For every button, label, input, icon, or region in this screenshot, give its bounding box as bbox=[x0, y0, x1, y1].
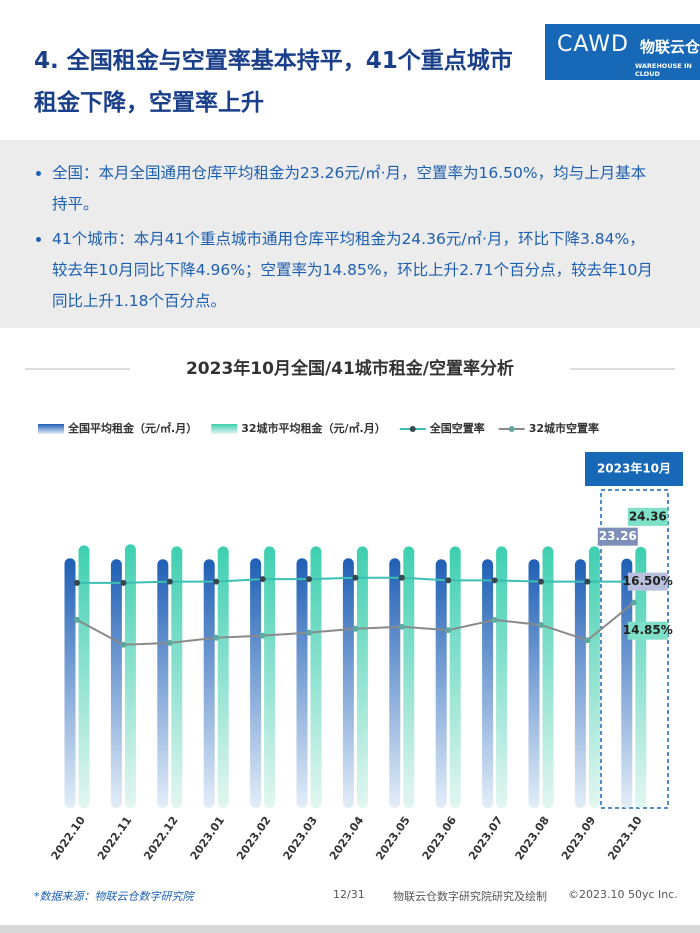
value-label-box bbox=[627, 507, 668, 526]
copyright: ©2023.10 50yc Inc. bbox=[568, 888, 678, 901]
bar bbox=[171, 546, 183, 808]
bar bbox=[342, 558, 354, 808]
line-marker bbox=[491, 577, 498, 584]
bar bbox=[482, 559, 494, 808]
logo-sub: WAREHOUSE IN CLOUD bbox=[635, 62, 692, 78]
source: *数据来源：物联云仓数字研究院 bbox=[34, 890, 194, 903]
bar bbox=[588, 546, 600, 808]
line-marker bbox=[306, 576, 312, 583]
line-marker bbox=[213, 578, 220, 585]
bar bbox=[435, 559, 447, 808]
chart: 2023年10月全国/41城市租金/空置率分析 2023年10月 全国平均租金（… bbox=[25, 358, 683, 863]
legend-label: 全国平均租金（元/㎡.月） bbox=[67, 421, 197, 435]
bottom-bar bbox=[0, 925, 700, 933]
value-label: 14.85% bbox=[623, 623, 673, 637]
line-marker bbox=[306, 629, 312, 636]
page-title: 4. 全国租金与空置率基本持平，41个重点城市租金下降，空置率上升 bbox=[34, 48, 513, 116]
bar bbox=[124, 544, 136, 808]
line-marker bbox=[398, 623, 405, 630]
bar bbox=[574, 559, 586, 808]
x-tick-label: 2023.03 bbox=[281, 814, 320, 863]
legend-label: 32城市空置率 bbox=[529, 421, 599, 435]
bar bbox=[403, 546, 415, 808]
bar bbox=[389, 558, 401, 808]
legend-label: 32城市平均租金（元/㎡.月） bbox=[241, 421, 386, 435]
bar bbox=[496, 546, 508, 808]
bar bbox=[157, 559, 169, 808]
line-marker bbox=[445, 627, 452, 634]
line-marker bbox=[166, 639, 173, 646]
value-label: 16.50% bbox=[623, 574, 673, 588]
x-tick-label: 2022.10 bbox=[49, 814, 89, 863]
value-label: 23.26 bbox=[599, 529, 637, 543]
x-tick-label: 2023.07 bbox=[466, 814, 505, 863]
line-marker bbox=[584, 637, 591, 644]
bar bbox=[203, 559, 215, 808]
bar bbox=[264, 546, 276, 808]
line-marker bbox=[352, 574, 359, 581]
bullet: 41个城市：本月41个重点城市通用仓库平均租金为24.36元/㎡·月，环比下降3… bbox=[52, 224, 660, 317]
line-marker bbox=[120, 641, 127, 648]
value-label-box bbox=[597, 527, 638, 546]
legend-swatch bbox=[211, 424, 238, 434]
line-marker bbox=[398, 574, 405, 581]
legend-marker bbox=[508, 426, 515, 432]
line-marker bbox=[538, 621, 544, 628]
x-tick-label: 2023.10 bbox=[605, 814, 645, 863]
highlight-tag bbox=[585, 452, 683, 486]
credit: 物联云仓数字研究院研究及绘制 bbox=[393, 890, 547, 903]
bar bbox=[250, 558, 262, 808]
x-tick-label: 2023.09 bbox=[559, 814, 598, 863]
x-tick-label: 2023.04 bbox=[327, 814, 367, 863]
line-marker bbox=[630, 599, 637, 606]
value-label-box bbox=[627, 621, 668, 640]
line-marker bbox=[74, 616, 80, 623]
logo-main: CAWD bbox=[557, 32, 629, 57]
line-marker bbox=[166, 578, 173, 585]
summary: 全国：本月全国通用仓库平均租金为23.26元/㎡·月，空置率为16.50%，均与… bbox=[0, 140, 700, 328]
value-label: 24.36 bbox=[629, 509, 667, 523]
bar bbox=[310, 546, 322, 808]
line-marker bbox=[584, 578, 591, 585]
line-marker bbox=[74, 579, 80, 586]
value-label-box bbox=[627, 572, 668, 591]
highlight-box bbox=[600, 489, 669, 809]
bar bbox=[542, 546, 554, 808]
bar bbox=[296, 558, 308, 808]
line-marker bbox=[445, 577, 452, 584]
x-tick-label: 2022.11 bbox=[95, 814, 134, 863]
x-tick-label: 2023.05 bbox=[373, 814, 412, 863]
line-marker bbox=[259, 632, 266, 639]
legend-marker bbox=[409, 426, 416, 432]
page-number: 12/31 bbox=[333, 888, 365, 901]
highlight-label: 2023年10月 bbox=[597, 461, 671, 476]
logo-brand: 物联云仓 bbox=[640, 38, 700, 56]
x-tick-label: 2023.08 bbox=[513, 814, 552, 863]
legend-label: 全国空置率 bbox=[429, 421, 485, 435]
bar bbox=[621, 558, 633, 808]
x-tick-label: 2023.02 bbox=[234, 814, 273, 863]
bar bbox=[217, 546, 229, 808]
bar bbox=[356, 546, 368, 808]
chart-title: 2023年10月全国/41城市租金/空置率分析 bbox=[186, 358, 514, 379]
bar bbox=[110, 559, 122, 808]
bar bbox=[528, 559, 540, 808]
logo: CAWD 物联云仓 WAREHOUSE IN CLOUD bbox=[545, 24, 700, 80]
x-tick-label: 2022.12 bbox=[141, 814, 180, 863]
line-marker bbox=[491, 616, 498, 623]
bar bbox=[449, 546, 461, 808]
legend-swatch bbox=[38, 424, 64, 434]
bullet: 全国：本月全国通用仓库平均租金为23.26元/㎡·月，空置率为16.50%，均与… bbox=[52, 158, 660, 220]
bar bbox=[78, 545, 90, 808]
line-marker bbox=[213, 634, 220, 641]
x-tick-label: 2023.01 bbox=[188, 814, 227, 863]
bar bbox=[64, 558, 76, 808]
bar bbox=[635, 546, 647, 808]
line-marker bbox=[120, 579, 127, 586]
line-marker bbox=[259, 576, 266, 583]
x-tick-label: 2023.06 bbox=[420, 814, 460, 863]
line-marker bbox=[352, 625, 359, 632]
line-marker bbox=[538, 578, 544, 585]
